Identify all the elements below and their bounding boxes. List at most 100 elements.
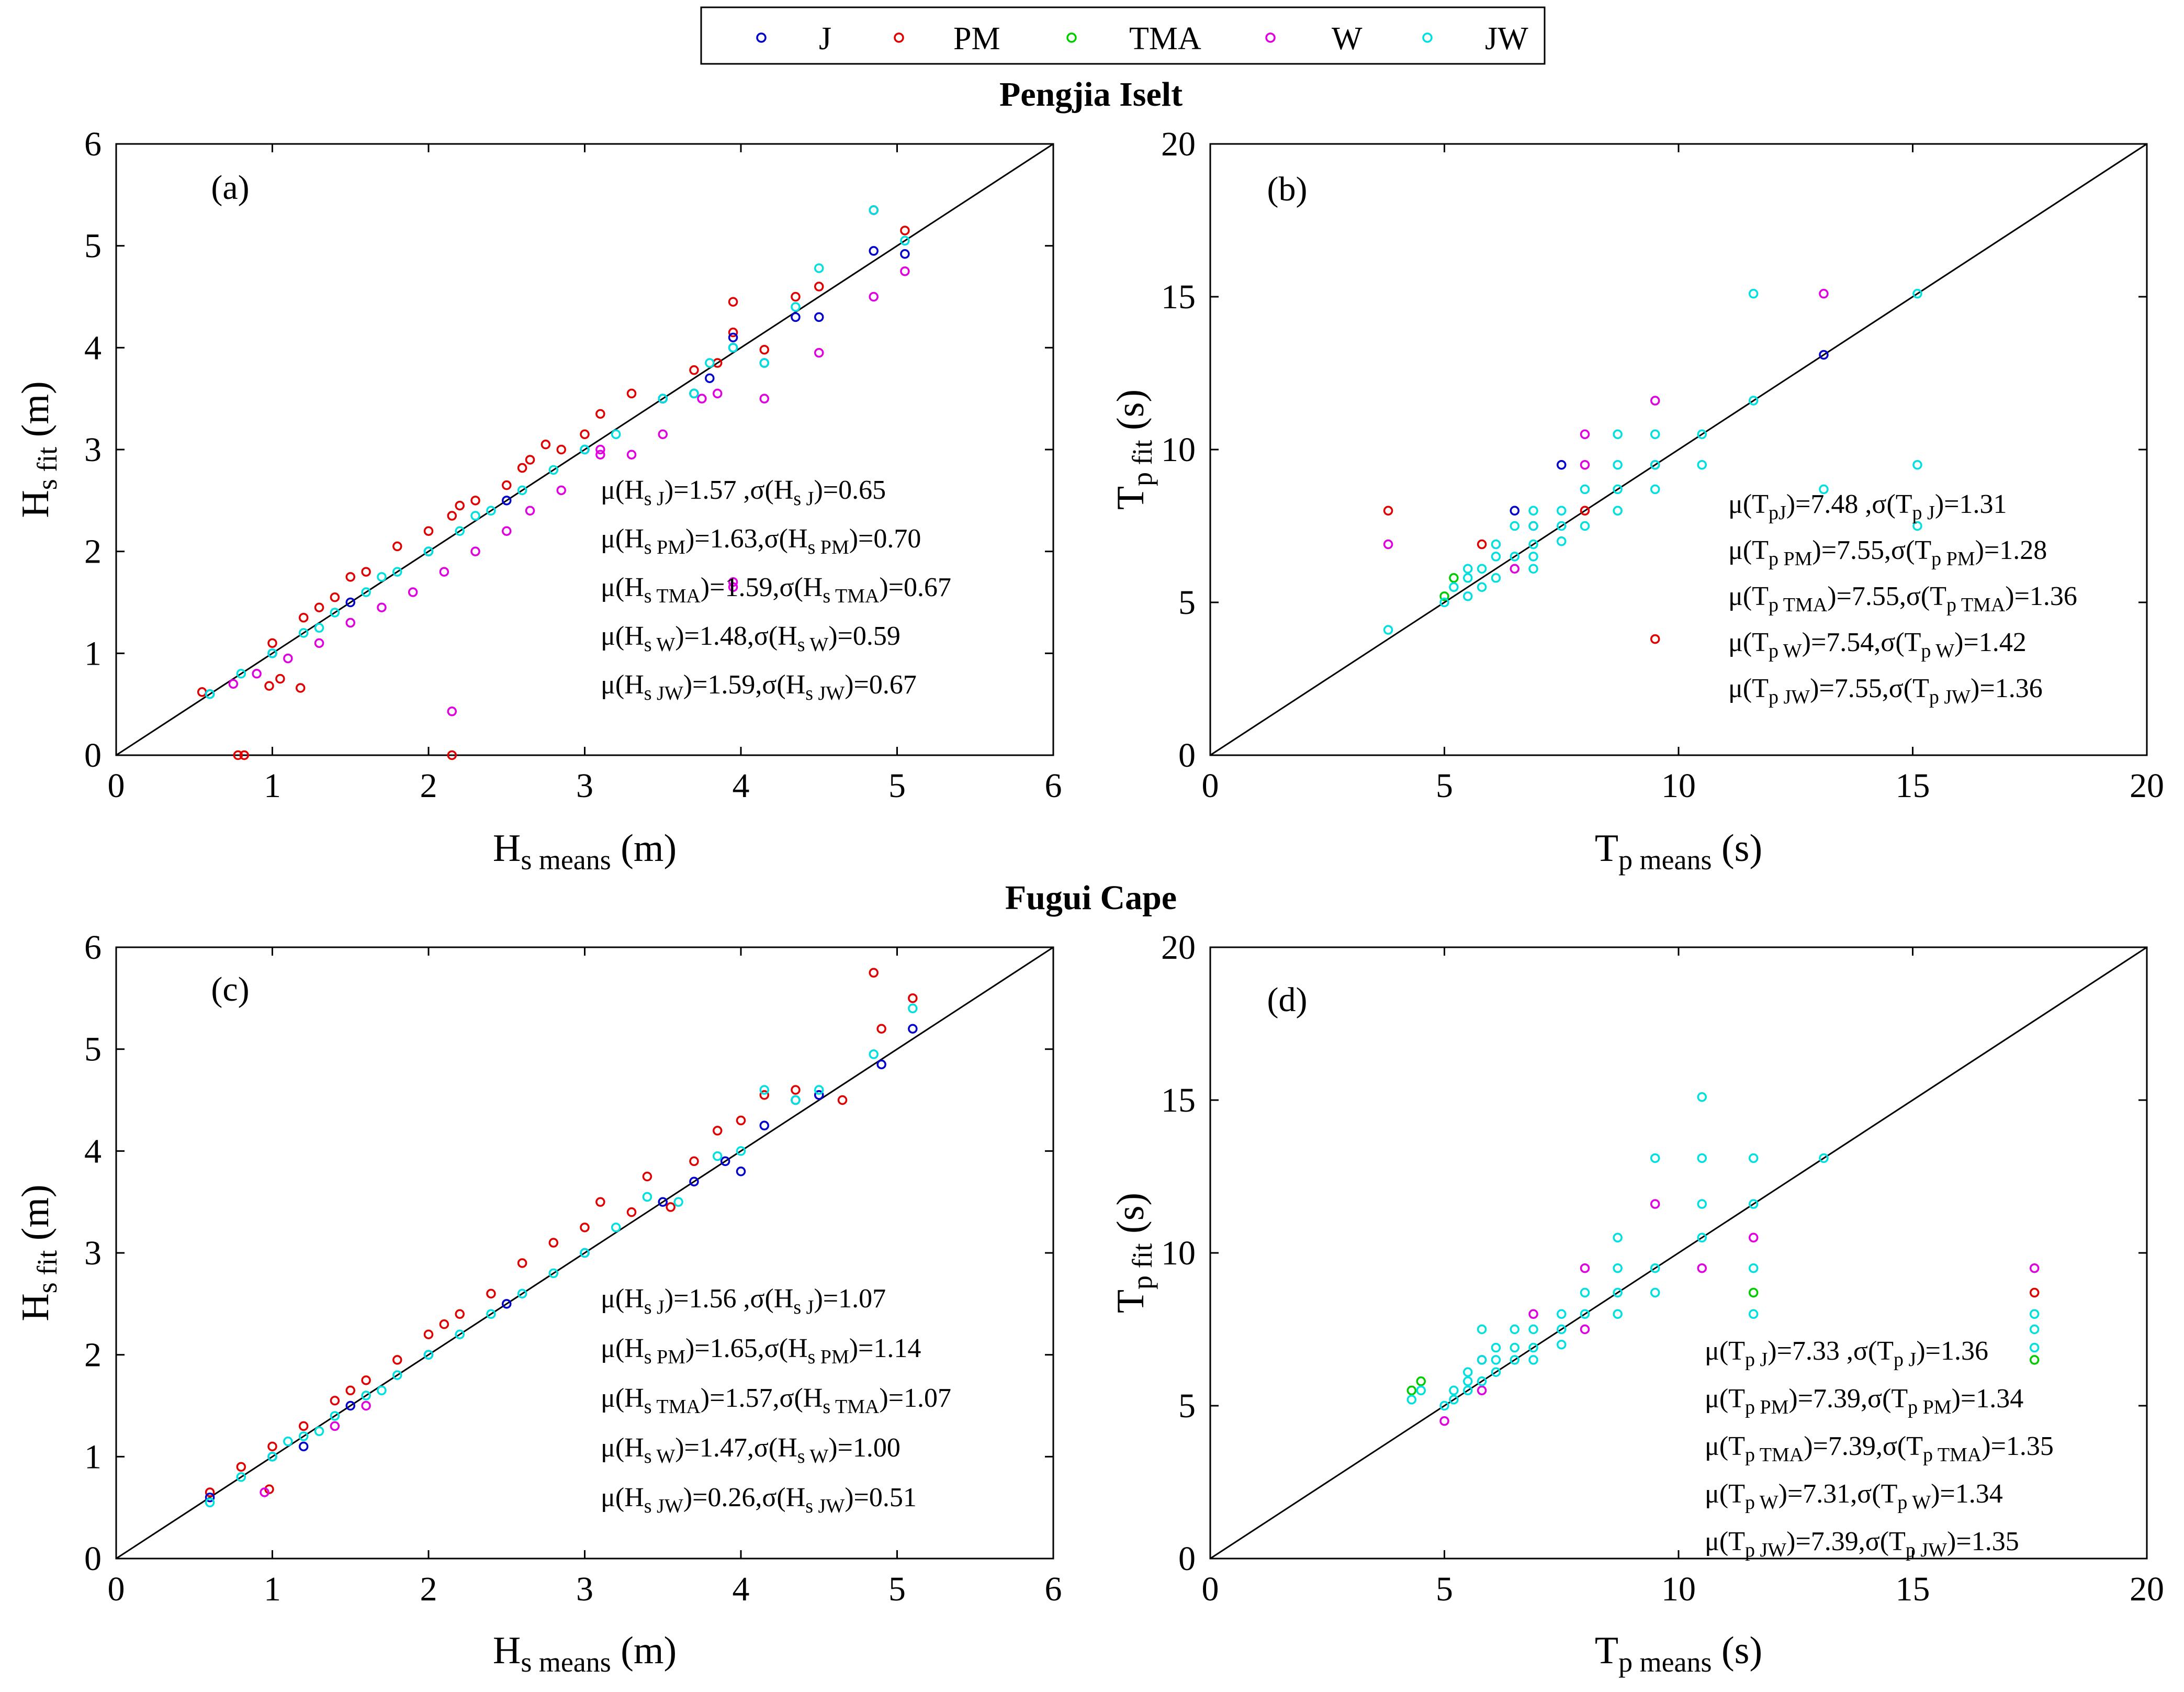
- data-point: [1491, 1367, 1501, 1377]
- x-tick-label: 5: [1436, 767, 1453, 805]
- data-point: [900, 226, 910, 236]
- data-point: [298, 1421, 309, 1431]
- data-point: [1650, 484, 1660, 495]
- data-point: [876, 1059, 886, 1070]
- data-point: [1477, 1324, 1487, 1335]
- data-point: [673, 1197, 683, 1207]
- data-point: [345, 597, 355, 608]
- data-point: [314, 623, 324, 633]
- data-point: [791, 292, 801, 302]
- x-tick-label: 15: [1896, 767, 1930, 805]
- data-point: [267, 1441, 277, 1452]
- data-point: [736, 1115, 746, 1126]
- data-point: [1697, 1263, 1707, 1273]
- data-point: [869, 205, 879, 215]
- y-tick-label: 0: [84, 1540, 102, 1578]
- data-point: [330, 608, 340, 618]
- series-jw: [205, 205, 910, 699]
- legend-label-jw: JW: [1485, 21, 1528, 57]
- y-tick-label: 5: [1178, 584, 1196, 622]
- y-tick-label: 20: [1161, 125, 1196, 163]
- y-tick-label: 4: [84, 329, 102, 367]
- data-point: [1748, 1263, 1759, 1273]
- data-point: [447, 511, 457, 521]
- data-point: [1580, 506, 1590, 516]
- x-tick-label: 0: [1202, 767, 1219, 805]
- data-point: [260, 1487, 269, 1497]
- legend-marker-tma: [1066, 32, 1077, 43]
- data-point: [2029, 1287, 2040, 1298]
- data-point: [447, 707, 457, 716]
- x-tick-label: 4: [733, 1570, 750, 1608]
- data-point: [1491, 1355, 1501, 1365]
- data-point: [1528, 1324, 1538, 1335]
- data-point: [1697, 1153, 1707, 1163]
- data-point: [642, 1171, 652, 1182]
- data-point: [548, 1268, 559, 1279]
- x-tick-label: 1: [264, 767, 281, 805]
- stat-line: μ(Hs PM)=1.63,σ(Hs PM)=0.70: [601, 524, 921, 558]
- data-point: [2029, 1309, 2040, 1319]
- legend-label-w: W: [1332, 21, 1363, 57]
- y-tick-label: 15: [1161, 1081, 1196, 1119]
- data-point: [595, 450, 605, 460]
- data-point: [392, 1355, 402, 1365]
- legend-entry-w: W: [1265, 21, 1363, 57]
- data-point: [869, 292, 879, 302]
- y-tick-label: 0: [1178, 736, 1196, 775]
- data-point: [1449, 582, 1459, 592]
- data-point: [1748, 1287, 1759, 1298]
- data-point: [1528, 506, 1538, 516]
- data-point: [1819, 1153, 1829, 1163]
- data-point: [252, 669, 262, 679]
- data-point: [1528, 1309, 1538, 1319]
- data-point: [502, 526, 512, 536]
- data-point: [439, 567, 449, 577]
- data-point: [345, 1400, 355, 1411]
- data-point: [869, 246, 879, 256]
- data-point: [455, 500, 465, 511]
- stat-line: μ(Hs W)=1.47,σ(Hs W)=1.00: [601, 1433, 900, 1467]
- data-point: [1510, 521, 1519, 531]
- legend: J PM TMA W JW: [700, 6, 1546, 65]
- y-axis-label: Tp fit (s): [1109, 1193, 1158, 1313]
- data-point: [595, 1197, 605, 1207]
- data-point: [486, 1288, 496, 1299]
- data-point: [1449, 1385, 1459, 1396]
- data-point: [1580, 521, 1590, 531]
- series-w: [260, 1400, 371, 1497]
- data-point: [1416, 1376, 1426, 1386]
- data-point: [264, 681, 274, 691]
- data-point: [298, 1431, 309, 1441]
- data-point: [486, 506, 496, 516]
- y-tick-label: 5: [1178, 1387, 1196, 1425]
- data-point: [837, 1095, 848, 1105]
- data-point: [728, 297, 738, 307]
- data-point: [1463, 1385, 1473, 1396]
- data-point: [1383, 539, 1393, 550]
- data-point: [361, 567, 371, 577]
- data-point: [759, 394, 770, 404]
- y-tick-label: 2: [84, 533, 102, 571]
- stat-line: μ(Hs J)=1.57 ,σ(Hs J)=0.65: [601, 475, 886, 510]
- stat-line: μ(Tp TMA)=7.55,σ(Tp TMA)=1.36: [1728, 581, 2077, 616]
- data-point: [1580, 1309, 1590, 1319]
- x-tick-label: 0: [1202, 1570, 1219, 1608]
- data-point: [423, 546, 434, 556]
- x-tick-label: 10: [1661, 767, 1696, 805]
- data-point: [1650, 1263, 1660, 1273]
- data-point: [1510, 564, 1519, 574]
- reference-line: [1210, 143, 2147, 756]
- data-point: [580, 1248, 590, 1258]
- stat-line: μ(Hs W)=1.48,σ(Hs W)=0.59: [601, 621, 900, 656]
- panel-b: 0 5 10 15 20 0 5 10 15 20 (b) Tp means (s) Tp fit (s…: [1109, 125, 2164, 876]
- data-point: [908, 1024, 918, 1034]
- data-point: [697, 394, 707, 404]
- data-point: [345, 618, 355, 628]
- x-tick-label: 6: [1045, 1570, 1062, 1608]
- series-jw: [1406, 1092, 2040, 1411]
- data-point: [900, 236, 910, 246]
- data-point: [900, 249, 910, 259]
- data-point: [1650, 460, 1660, 470]
- legend-marker-pm: [894, 32, 904, 43]
